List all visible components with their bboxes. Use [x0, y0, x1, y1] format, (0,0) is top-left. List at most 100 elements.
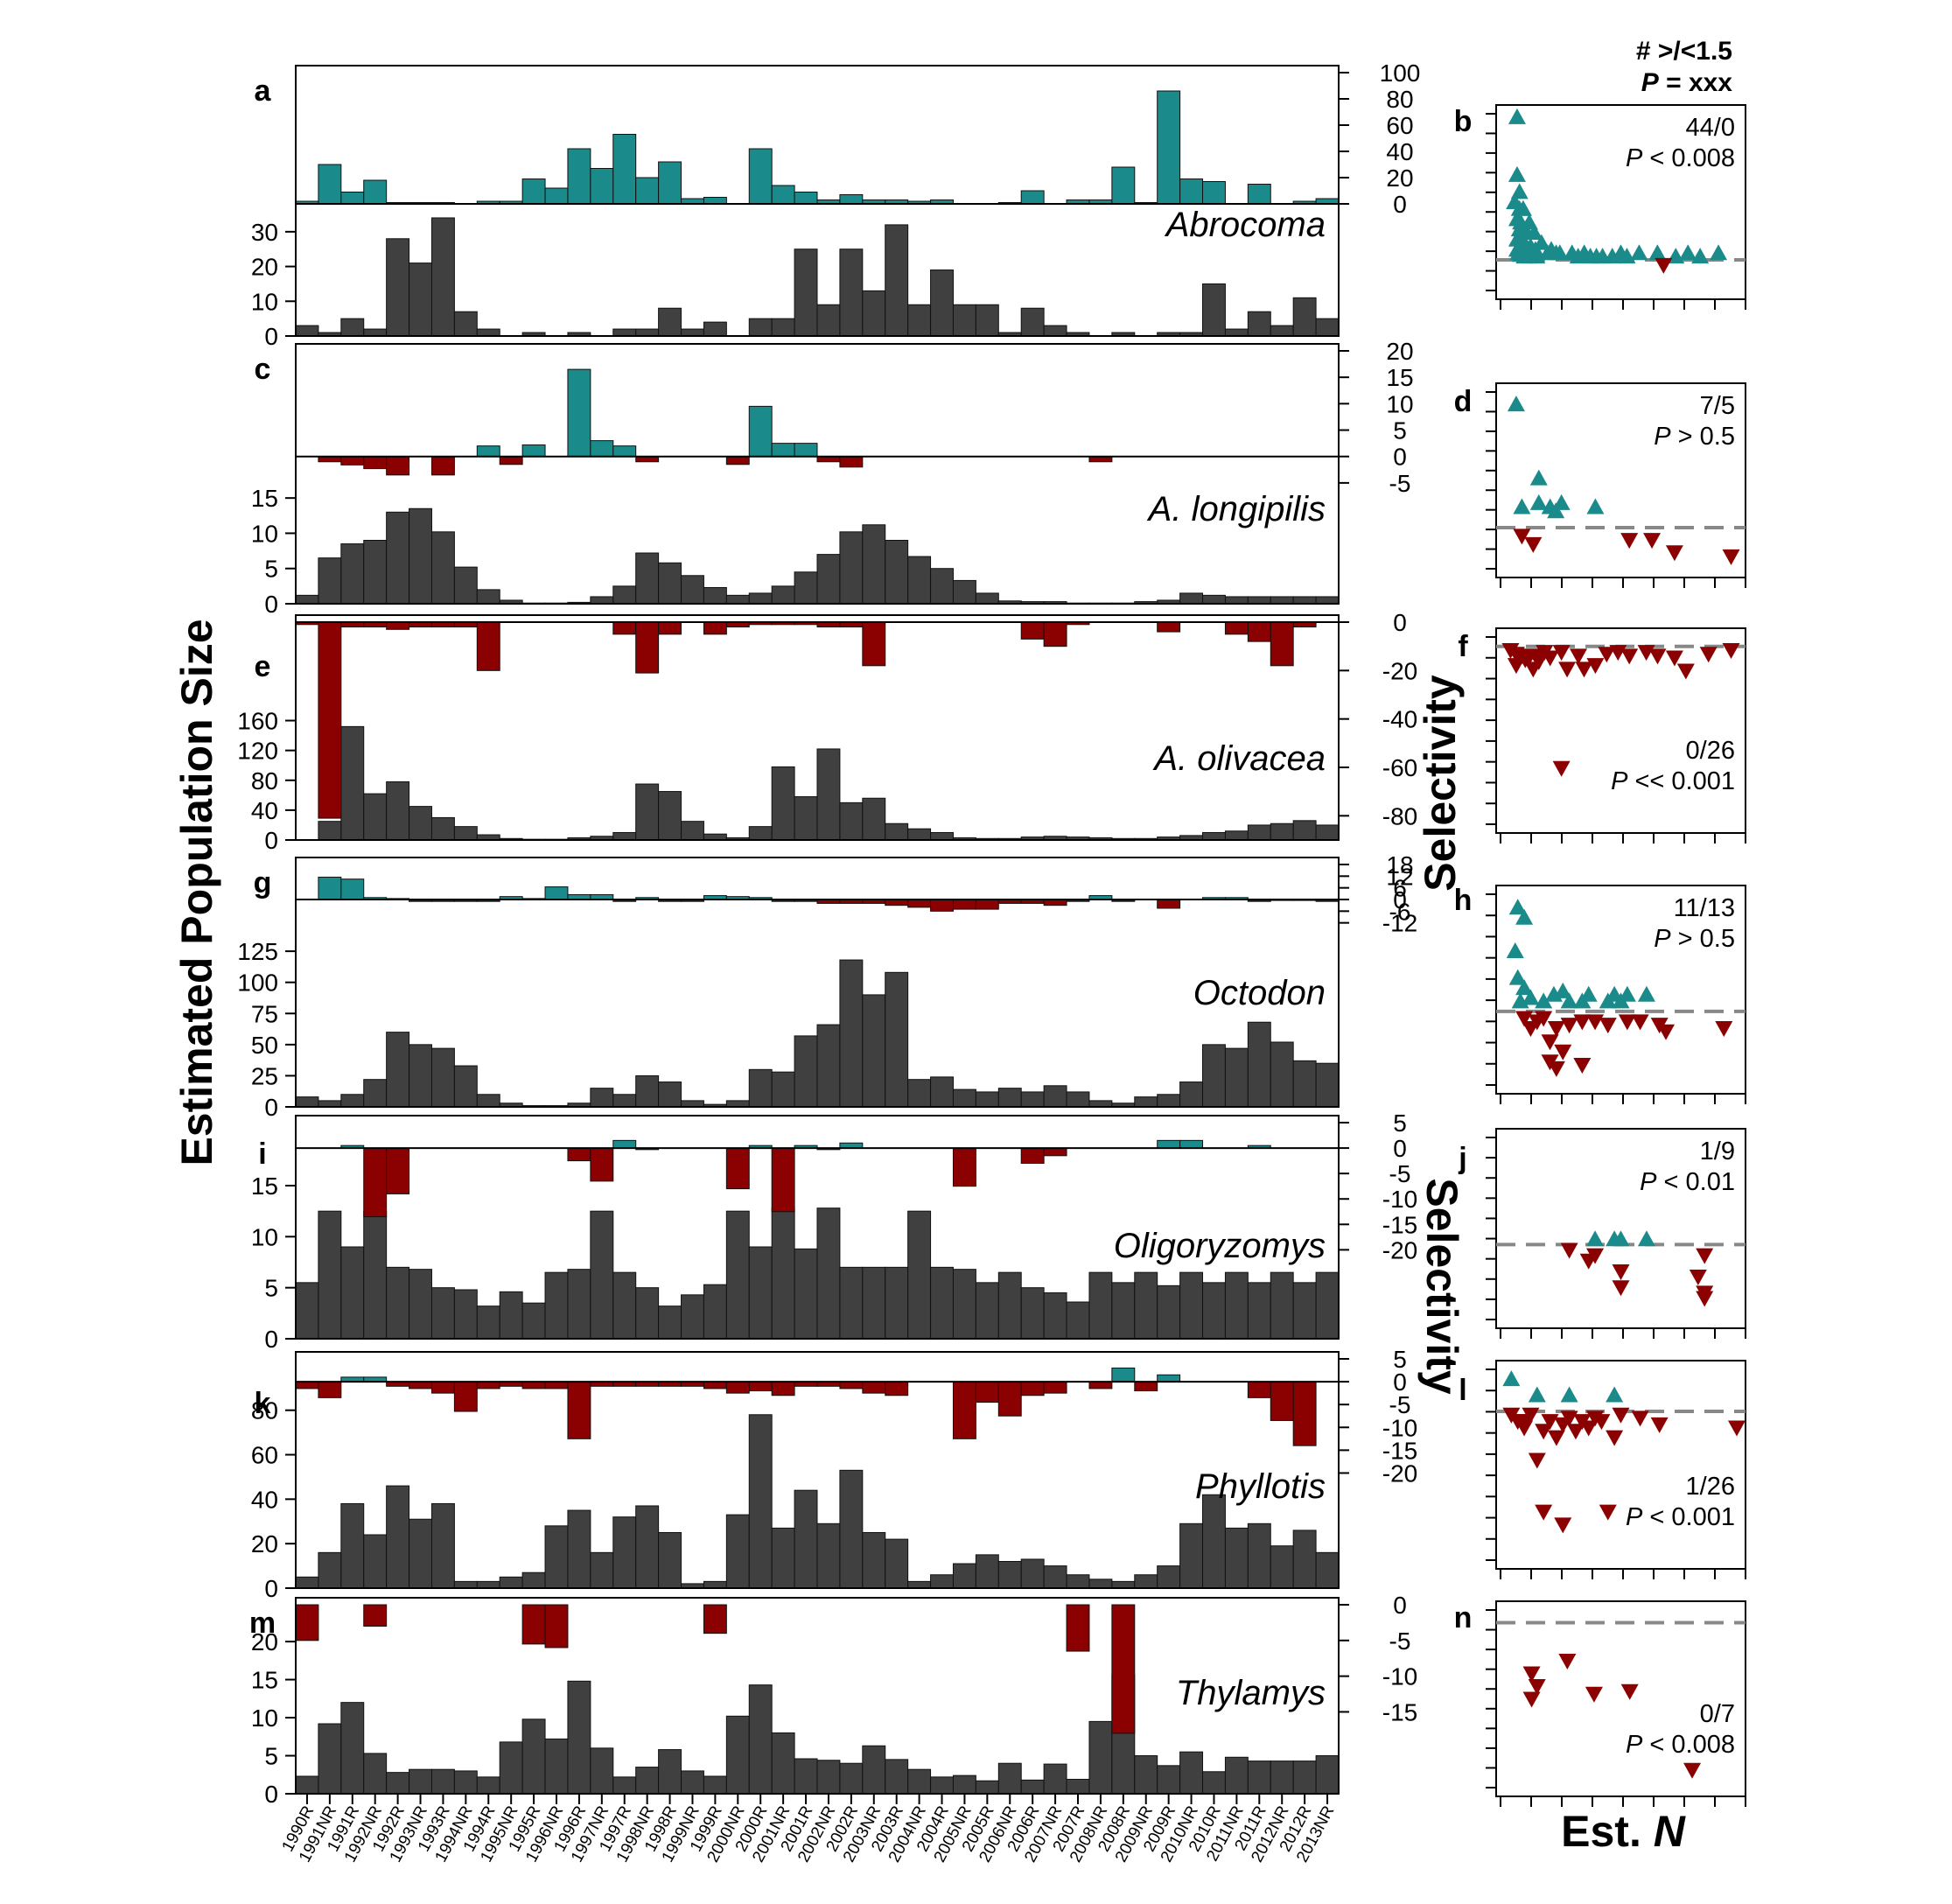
pop-tick-label: 160 [237, 708, 278, 735]
population-bar [1020, 1287, 1045, 1340]
selectivity-bar [430, 1381, 455, 1394]
population-bar [658, 1306, 682, 1340]
selectivity-bar [930, 899, 954, 912]
n-label: N [1654, 1807, 1686, 1856]
scatter-p-value: P < 0.008 [1626, 144, 1735, 172]
scatter-point-down [1535, 1504, 1553, 1521]
population-bar [862, 994, 886, 1108]
selectivity-bar [1043, 1381, 1067, 1394]
population-bar [1157, 1094, 1181, 1108]
panel-frame [295, 1115, 1340, 1340]
scatter-point-down [1547, 1020, 1565, 1037]
population-bar [681, 1770, 704, 1795]
scatter-point-down [1655, 257, 1673, 274]
selectivity-bar [363, 1147, 388, 1218]
selectivity-bar [1066, 1604, 1090, 1652]
sel-tick-label: -6 [1389, 898, 1411, 925]
population-bar [862, 290, 886, 337]
population-bar [318, 1723, 342, 1795]
scatter-point-down [1554, 1517, 1572, 1534]
population-bar [1292, 297, 1317, 337]
scatter-point-down [1547, 1430, 1565, 1446]
scatter-point-up [1508, 165, 1526, 182]
selectivity-bar [771, 185, 795, 205]
population-bar [1088, 1578, 1113, 1589]
population-bar [997, 1561, 1022, 1589]
scatter-point-down [1689, 1270, 1707, 1286]
population-bar [590, 1088, 614, 1108]
selectivity-bar [318, 621, 342, 819]
population-bar [748, 826, 773, 841]
pop-tick-label: 15 [251, 1172, 278, 1200]
population-bar [839, 1469, 864, 1589]
selectivity-bar [386, 621, 410, 630]
scatter-point-down [1696, 1248, 1714, 1264]
population-bar [635, 328, 660, 337]
population-bar [590, 1747, 614, 1795]
species-label: A. longipilis [1147, 490, 1326, 528]
population-bar [1020, 1091, 1045, 1108]
population-bar [725, 1514, 750, 1589]
scatter-frame [1495, 104, 1746, 300]
population-bar [658, 791, 682, 841]
population-bar [1066, 1574, 1090, 1589]
selectivity-bar [612, 621, 637, 635]
population-bar [885, 1538, 909, 1589]
population-bar [1270, 1760, 1294, 1795]
population-bar [340, 1502, 365, 1589]
pop-tick-label: 40 [251, 797, 278, 824]
scatter-point-down [1586, 1014, 1605, 1031]
scatter-point-down [1515, 1011, 1534, 1027]
scatter-point-down [1612, 1264, 1630, 1280]
scatter-frame [1495, 1128, 1746, 1329]
scatter-point-up [1515, 908, 1534, 925]
selectivity-bar [476, 445, 500, 458]
population-bar [590, 1551, 614, 1589]
selectivity-bar [318, 1381, 342, 1398]
scatter-point-up [1560, 1386, 1578, 1403]
panel-frame [295, 614, 1340, 841]
scatter-point-down [1585, 1686, 1603, 1703]
population-bar [1315, 1755, 1340, 1795]
population-bar [544, 1738, 569, 1795]
scatter-point-up [1612, 992, 1630, 1009]
pop-tick-label: 10 [251, 520, 278, 547]
pop-tick-label: 10 [251, 288, 278, 315]
population-bar [658, 1082, 682, 1108]
population-bar [1315, 1271, 1340, 1340]
sel-tick-label: -20 [1382, 1236, 1417, 1264]
selectivity-bar [725, 1381, 750, 1394]
scatter-point-up [1586, 1230, 1605, 1247]
selectivity-bar [295, 1381, 319, 1390]
pop-tick-label: 25 [251, 1062, 278, 1089]
population-bar [295, 1576, 319, 1589]
selectivity-bar [1247, 184, 1271, 205]
population-bar [1315, 1551, 1340, 1589]
population-bar [499, 1741, 523, 1795]
selectivity-bar [907, 899, 932, 908]
scatter-point-down [1552, 645, 1571, 662]
scatter-point-down [1643, 533, 1662, 550]
population-bar [907, 828, 932, 841]
population-bar [1088, 1720, 1113, 1795]
population-bar [363, 328, 388, 337]
population-bar [681, 575, 704, 605]
population-bar [318, 1210, 342, 1340]
scatter-p-value: P < 0.001 [1626, 1503, 1735, 1531]
scatter-point-up [1603, 248, 1621, 264]
population-bar [409, 508, 432, 605]
selectivity-bar [658, 621, 682, 635]
sel-tick-label: 5 [1393, 417, 1407, 444]
population-bar [975, 1091, 999, 1108]
population-bar [1111, 1282, 1136, 1340]
species-label: A. olivacea [1152, 739, 1326, 778]
selectivity-bar [363, 179, 388, 205]
selectivity-bar [839, 194, 864, 205]
selectivity-bar [1111, 1367, 1136, 1382]
population-bar [521, 1302, 546, 1340]
population-bar [907, 1580, 932, 1589]
panel-label: c [255, 353, 271, 386]
population-bar [635, 783, 660, 841]
population-bar [544, 1271, 569, 1340]
